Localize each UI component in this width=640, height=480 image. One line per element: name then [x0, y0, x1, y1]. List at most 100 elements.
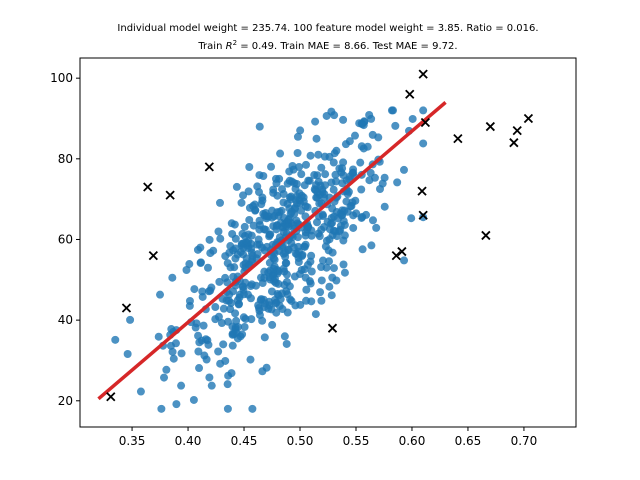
test-point [418, 210, 428, 220]
train-point [342, 176, 351, 185]
train-point [284, 215, 293, 224]
train-point [248, 404, 257, 413]
train-point [393, 178, 402, 187]
test-point [512, 125, 522, 136]
train-point [276, 149, 285, 158]
train-point [341, 140, 350, 149]
train-point [280, 280, 289, 289]
fit-line [97, 101, 447, 401]
train-point [237, 198, 246, 207]
train-point [168, 273, 177, 282]
train-point [156, 290, 165, 299]
train-point [315, 190, 324, 199]
x-tick-label: 0.65 [455, 434, 482, 448]
train-point [261, 299, 270, 308]
train-point [255, 171, 264, 180]
x-tick-label: 0.50 [287, 434, 314, 448]
train-point [262, 212, 271, 221]
train-point [253, 182, 262, 191]
train-point [419, 139, 428, 148]
train-point [365, 176, 374, 185]
train-point [267, 162, 276, 171]
train-point [239, 243, 248, 252]
train-point [240, 222, 249, 231]
train-point [223, 404, 232, 413]
train-point [162, 365, 171, 374]
test-point [420, 117, 431, 128]
train-point [123, 350, 132, 359]
train-point [194, 347, 203, 356]
train-point [327, 291, 336, 300]
chart-title-line1: Individual model weight = 235.74. 100 fe… [117, 23, 538, 34]
train-point [189, 395, 198, 404]
train-point [272, 308, 281, 317]
train-point [372, 223, 381, 232]
x-tick-label: 0.35 [119, 434, 146, 448]
test-point [165, 190, 175, 200]
train-point [327, 218, 336, 227]
test-point [204, 162, 214, 172]
train-point [359, 121, 368, 130]
train-point [340, 268, 349, 277]
train-point [357, 185, 366, 194]
x-tick-label: 0.60 [399, 434, 426, 448]
train-point [224, 296, 233, 305]
train-point [338, 211, 347, 220]
test-point [405, 89, 415, 99]
train-point [329, 185, 338, 194]
train-point [228, 329, 237, 338]
train-point [273, 289, 282, 298]
train-point [281, 248, 290, 257]
train-point [246, 355, 255, 364]
train-point [214, 347, 223, 356]
y-tick-label: 60 [58, 232, 73, 246]
train-points [111, 106, 428, 413]
train-point [166, 341, 175, 350]
train-point [223, 278, 232, 287]
train-point [330, 149, 339, 158]
train-point [111, 335, 120, 344]
train-point [294, 242, 303, 251]
train-point [408, 114, 417, 123]
train-point [193, 245, 202, 254]
train-point [305, 277, 314, 286]
train-point [195, 364, 204, 373]
train-point [289, 165, 298, 174]
train-point [311, 310, 320, 319]
test-point [391, 250, 401, 261]
train-point [290, 204, 299, 213]
y-axis-ticks: 20 40 60 80 100 [50, 71, 80, 408]
train-point [348, 198, 357, 207]
train-point [293, 132, 302, 141]
train-point [225, 248, 234, 257]
train-point [295, 270, 304, 279]
train-point [282, 287, 291, 296]
train-point [269, 188, 278, 197]
train-point [399, 165, 408, 174]
train-point [317, 262, 326, 271]
train-point [205, 373, 214, 382]
train-point [313, 171, 322, 180]
x-tick-label: 0.40 [175, 434, 202, 448]
train-point [226, 242, 235, 251]
train-point [198, 287, 207, 296]
train-point [202, 355, 211, 364]
train-point [285, 193, 294, 202]
train-point [207, 381, 216, 390]
train-point [317, 276, 326, 285]
train-point [327, 178, 336, 187]
train-point [332, 276, 341, 285]
train-point [295, 189, 304, 198]
train-point [194, 331, 203, 340]
train-point [258, 316, 267, 325]
test-point [523, 113, 534, 124]
y-tick-label: 80 [58, 152, 73, 166]
train-point [196, 258, 205, 267]
train-point [241, 278, 250, 287]
test-point [509, 138, 519, 148]
train-point [316, 288, 325, 297]
test-points [106, 69, 534, 402]
train-point [307, 226, 316, 235]
train-point [270, 262, 279, 271]
train-point [283, 308, 292, 317]
